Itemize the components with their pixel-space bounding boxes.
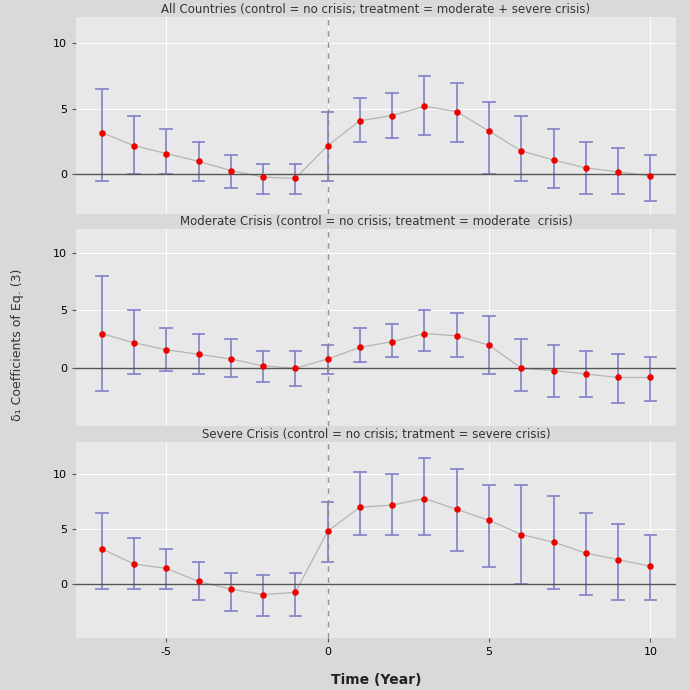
Point (290, 173, 301, 184)
Point (355, 502, 366, 513)
Point (226, 165, 237, 176)
Point (193, 576, 204, 587)
Point (451, 504, 462, 515)
Point (515, 529, 526, 540)
Point (451, 331, 462, 342)
Point (257, 589, 268, 600)
Point (290, 587, 301, 598)
Point (386, 500, 397, 511)
Point (322, 526, 333, 537)
Point (161, 563, 172, 574)
Point (322, 140, 333, 151)
Point (128, 558, 139, 569)
Point (484, 339, 495, 351)
Point (580, 162, 591, 173)
Point (322, 353, 333, 364)
Point (548, 365, 559, 376)
Point (484, 515, 495, 526)
Point (386, 336, 397, 347)
Point (419, 101, 430, 112)
Point (386, 110, 397, 121)
Text: δ₁ Coefficients of Eq. (3): δ₁ Coefficients of Eq. (3) (11, 269, 23, 421)
Point (515, 146, 526, 157)
Point (645, 170, 656, 181)
Point (290, 363, 301, 374)
Point (613, 554, 624, 565)
Point (484, 126, 495, 137)
Title: Moderate Crisis (control = no crisis; treatment = moderate  crisis): Moderate Crisis (control = no crisis; tr… (179, 215, 573, 228)
Point (645, 561, 656, 572)
Point (645, 372, 656, 383)
Point (96, 328, 107, 339)
Point (128, 140, 139, 151)
Point (96, 127, 107, 138)
Point (580, 368, 591, 380)
Point (580, 548, 591, 559)
Point (257, 360, 268, 371)
Point (419, 493, 430, 504)
Point (193, 156, 204, 167)
Text: Time (Year): Time (Year) (331, 673, 422, 687)
Point (193, 349, 204, 360)
Point (161, 344, 172, 355)
Point (128, 337, 139, 348)
Point (548, 537, 559, 548)
Point (548, 155, 559, 166)
Point (226, 584, 237, 595)
Point (613, 166, 624, 177)
Point (226, 353, 237, 364)
Title: Severe Crisis (control = no crisis; tratment = severe crisis): Severe Crisis (control = no crisis; trat… (201, 428, 551, 440)
Point (355, 115, 366, 126)
Point (96, 543, 107, 554)
Point (515, 363, 526, 374)
Point (355, 342, 366, 353)
Point (613, 372, 624, 383)
Title: All Countries (control = no crisis; treatment = moderate + severe crisis): All Countries (control = no crisis; trea… (161, 3, 591, 16)
Point (161, 148, 172, 159)
Point (419, 328, 430, 339)
Point (257, 172, 268, 183)
Point (451, 106, 462, 117)
